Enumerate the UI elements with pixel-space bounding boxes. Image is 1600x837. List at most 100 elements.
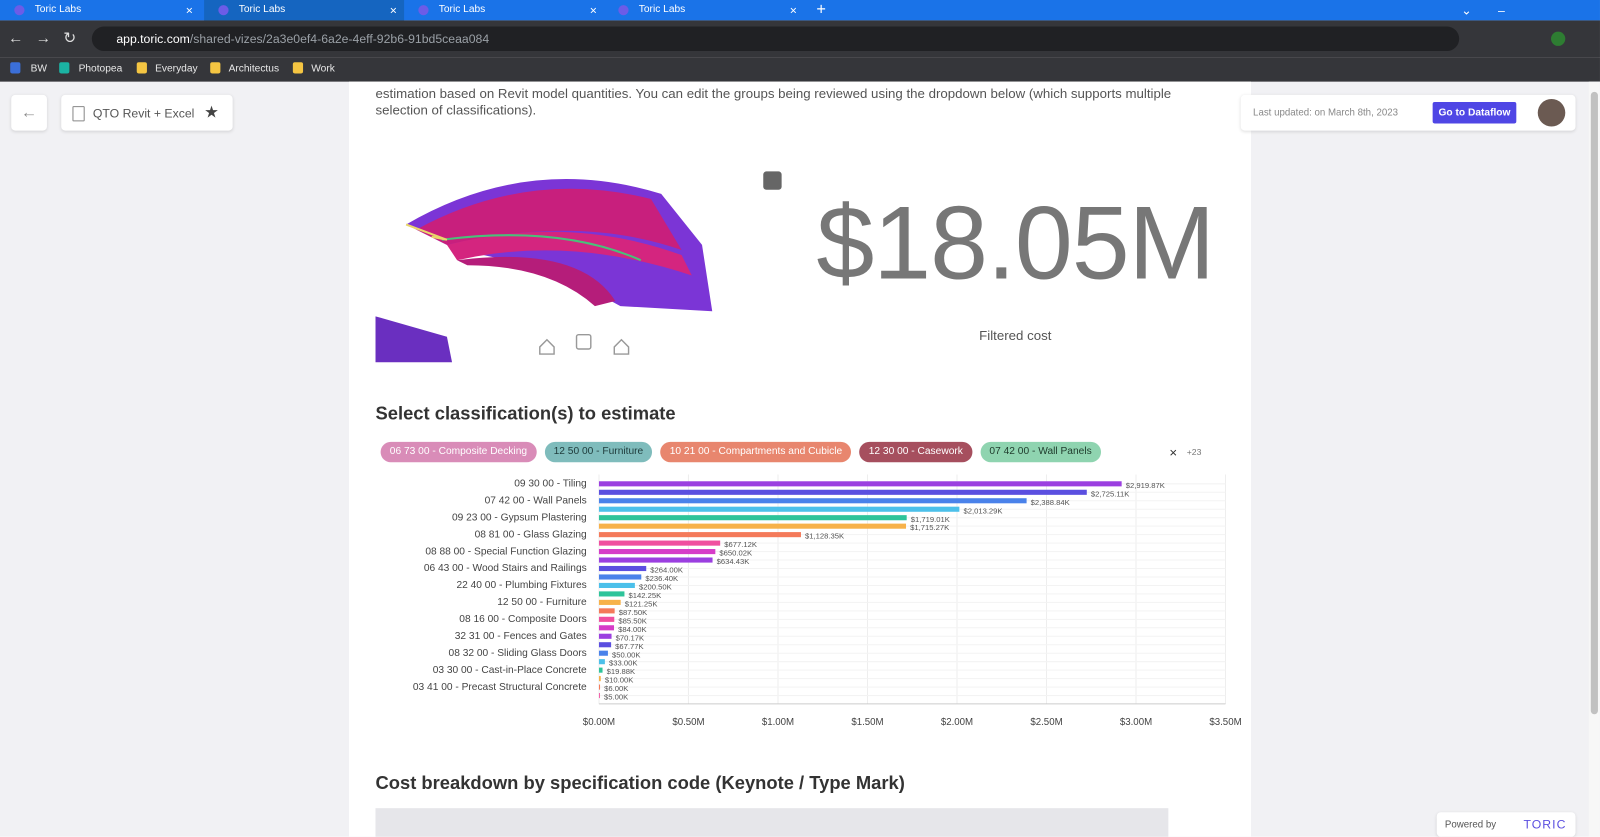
chip[interactable]: 12 50 00 - Furniture xyxy=(544,441,653,463)
y-tick-label: 08 32 00 - Sliding Glass Doors xyxy=(449,648,587,659)
view-cube[interactable] xyxy=(763,171,782,190)
last-updated: Last updated: on March 8th, 2023 xyxy=(1253,107,1399,119)
url-host: app.toric.com xyxy=(116,31,190,46)
value-label: $1,128.35K xyxy=(805,532,845,541)
model-shape xyxy=(405,223,448,241)
chips-more[interactable]: +23 xyxy=(1186,446,1202,458)
y-tick-label: 08 81 00 - Glass Glazing xyxy=(475,529,587,540)
tab-title: Toric Labs xyxy=(34,4,82,16)
value-label: $200.50K xyxy=(639,583,673,592)
y-tick-label: 09 23 00 - Gypsum Plastering xyxy=(452,512,587,523)
tab[interactable]: Toric Labs × xyxy=(0,0,200,20)
kpi-label: Filtered cost xyxy=(979,327,1052,343)
value-label: $2,388.84K xyxy=(1031,498,1071,507)
value-label: $85.50K xyxy=(618,616,647,625)
bar-chart: $0.00M $0.50M $1.00M $1.50M $2.00M $2.50M $3.0… xyxy=(413,474,1242,728)
bar xyxy=(598,676,601,682)
y-tick-label: 03 41 00 - Precast Structural Concrete xyxy=(413,682,587,693)
nav-buttons[interactable]: ←→↻ xyxy=(8,29,89,47)
tab[interactable]: Toric Labs × xyxy=(604,0,804,20)
bar xyxy=(598,625,615,631)
value-label: $264.00K xyxy=(650,566,684,575)
y-tick-label: 07 42 00 - Wall Panels xyxy=(485,495,587,506)
bar xyxy=(598,591,625,597)
section-title: Cost breakdown by specification code (Ke… xyxy=(375,772,905,793)
bar xyxy=(598,633,612,639)
bar xyxy=(598,608,615,614)
y-tick-label: 08 88 00 - Special Function Glazing xyxy=(425,546,587,557)
value-label: $650.02K xyxy=(719,549,753,558)
x-tick-label: $0.50M xyxy=(672,717,704,728)
dashboard-title: QTO Revit + Excel xyxy=(92,106,195,121)
title-card: QTO Revit + Excel ★ xyxy=(61,94,233,131)
bar xyxy=(598,599,621,605)
value-label: $70.17K xyxy=(616,633,645,642)
y-tick-label: 22 40 00 - Plumbing Fixtures xyxy=(456,580,586,591)
bar xyxy=(598,642,612,648)
chip[interactable]: 12 30 00 - Casework xyxy=(859,441,973,463)
bookmark[interactable]: Everyday xyxy=(155,63,198,75)
kpi-value: $18.05M xyxy=(816,184,1215,302)
bookmarks-bar: BW Photopea Everyday Architectus Work xyxy=(0,57,1600,82)
y-tick-label: 12 50 00 - Furniture xyxy=(497,597,587,608)
model-viewer[interactable] xyxy=(375,153,794,367)
new-tab[interactable]: + xyxy=(816,1,826,19)
x-tick-label: $2.00M xyxy=(941,717,973,728)
y-tick-label: 03 30 00 - Cast-in-Place Concrete xyxy=(433,665,587,676)
x-tick-label: $2.50M xyxy=(1030,717,1062,728)
x-tick-label: $1.00M xyxy=(762,717,794,728)
address-bar: ←→↻ app.toric.com/shared-vizes/2a3e0ef4-… xyxy=(0,20,1600,58)
tab-title: Toric Labs xyxy=(638,4,686,16)
y-tick-label: 06 43 00 - Wood Stairs and Railings xyxy=(424,563,587,574)
value-label: $2,919.87K xyxy=(1126,481,1166,490)
bar xyxy=(598,565,647,572)
model-shape xyxy=(375,316,453,363)
value-label: $1,715.27K xyxy=(910,523,950,532)
back-button[interactable]: ← xyxy=(11,94,47,131)
x-tick-label: $3.50M xyxy=(1209,717,1241,728)
value-label: $87.50K xyxy=(619,608,648,617)
powered-badge[interactable]: Powered by TORIC xyxy=(1436,812,1576,837)
bookmark[interactable]: Work xyxy=(311,63,335,75)
tab[interactable]: Toric Labs × xyxy=(204,0,405,21)
url-path: /shared-vizes/2a3e0ef4-6a2e-4eff-92b6-91… xyxy=(189,31,490,46)
model-shape xyxy=(457,256,616,307)
bar xyxy=(598,574,642,580)
bar xyxy=(598,684,601,690)
clear-button[interactable]: × xyxy=(1169,444,1178,461)
bookmark[interactable]: Architectus xyxy=(228,63,280,75)
value-label: $236.40K xyxy=(645,574,679,583)
y-tick-label: 09 30 00 - Tiling xyxy=(514,479,587,490)
value-label: $2,013.29K xyxy=(963,506,1003,515)
bar xyxy=(598,693,600,699)
breakdown-placeholder xyxy=(375,808,1169,837)
bar xyxy=(598,506,960,512)
bar xyxy=(598,532,801,538)
bar xyxy=(598,667,603,673)
value-label: $2,725.11K xyxy=(1091,489,1130,498)
profile-icon[interactable] xyxy=(1551,31,1566,46)
bar xyxy=(598,582,635,589)
value-label: $142.25K xyxy=(629,591,663,600)
dataflow-button[interactable]: Go to Dataflow xyxy=(1432,102,1517,124)
y-tick-label: 32 31 00 - Fences and Gates xyxy=(455,631,587,642)
model-shape xyxy=(441,234,642,262)
favorite-button[interactable]: ★ xyxy=(204,104,219,122)
avatar[interactable] xyxy=(1537,98,1566,127)
model-shape xyxy=(416,188,682,250)
tab[interactable]: Toric Labs × xyxy=(404,0,604,20)
value-label: $10.00K xyxy=(605,676,634,685)
bookmark[interactable]: BW xyxy=(30,63,48,75)
bar xyxy=(598,549,716,555)
bar xyxy=(598,515,907,521)
chip[interactable]: 06 73 00 - Composite Decking xyxy=(380,441,537,463)
value-label: $677.12K xyxy=(724,540,758,549)
x-tick-label: $1.50M xyxy=(851,717,883,728)
section-title: Select classification(s) to estimate xyxy=(375,403,676,424)
value-label: $84.00K xyxy=(618,625,647,634)
chip[interactable]: 10 21 00 - Compartments and Cubicle xyxy=(660,441,852,463)
bookmark[interactable]: Photopea xyxy=(78,63,123,75)
chip[interactable]: 07 42 00 - Wall Panels xyxy=(980,441,1101,463)
viewer-tools[interactable] xyxy=(539,333,630,355)
url-field[interactable]: app.toric.com/shared-vizes/2a3e0ef4-6a2e… xyxy=(91,26,1460,52)
